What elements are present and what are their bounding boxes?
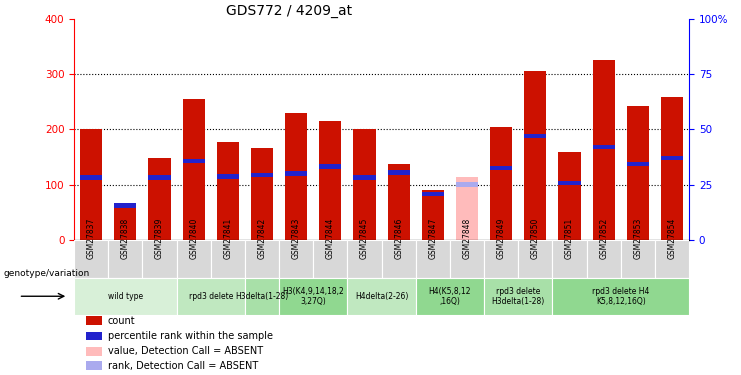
Text: genotype/variation: genotype/variation	[4, 269, 90, 278]
Bar	[245, 278, 279, 315]
Bar	[74, 278, 176, 315]
Bar	[484, 278, 553, 315]
Text: rpd3 delete: rpd3 delete	[189, 292, 233, 301]
Bar	[108, 240, 142, 278]
Bar	[559, 181, 581, 185]
Bar	[388, 164, 410, 240]
Text: wild type: wild type	[107, 292, 143, 301]
Bar	[627, 162, 649, 166]
Bar	[587, 240, 621, 278]
Bar	[484, 240, 518, 278]
Bar	[525, 71, 546, 240]
Bar	[525, 134, 546, 138]
Text: GSM27839: GSM27839	[155, 217, 164, 259]
Bar	[80, 175, 102, 180]
Bar	[114, 207, 136, 240]
Bar	[245, 240, 279, 278]
Text: GSM27851: GSM27851	[565, 217, 574, 259]
Bar	[148, 175, 170, 180]
Text: H4(K5,8,12
,16Q): H4(K5,8,12 ,16Q)	[429, 286, 471, 306]
Bar	[319, 121, 342, 240]
Bar	[319, 164, 342, 169]
Bar	[176, 278, 245, 315]
Text: GSM27845: GSM27845	[360, 217, 369, 259]
Bar	[553, 278, 689, 315]
Bar	[182, 99, 205, 240]
Bar	[251, 148, 273, 240]
Bar	[285, 171, 308, 176]
Title: GDS772 / 4209_at: GDS772 / 4209_at	[226, 4, 353, 18]
Bar	[353, 129, 376, 240]
Bar	[217, 174, 239, 178]
Text: GSM27848: GSM27848	[462, 217, 471, 259]
Text: percentile rank within the sample: percentile rank within the sample	[108, 331, 273, 341]
Bar	[210, 240, 245, 278]
Bar	[353, 175, 376, 180]
Bar	[490, 166, 512, 170]
Bar	[388, 170, 410, 175]
Text: GSM27840: GSM27840	[189, 217, 198, 259]
Bar	[627, 106, 649, 240]
Bar	[518, 240, 553, 278]
Text: GSM27849: GSM27849	[496, 217, 505, 259]
Bar	[553, 240, 587, 278]
Bar	[621, 240, 655, 278]
Text: GSM27854: GSM27854	[668, 217, 677, 259]
Bar	[251, 172, 273, 177]
Bar	[655, 240, 689, 278]
Bar	[313, 240, 348, 278]
Bar	[114, 204, 136, 208]
Bar	[148, 158, 170, 240]
Bar	[217, 141, 239, 240]
Text: rank, Detection Call = ABSENT: rank, Detection Call = ABSENT	[108, 361, 258, 371]
Bar	[456, 183, 478, 187]
Bar	[661, 97, 683, 240]
Bar	[285, 113, 308, 240]
Bar	[80, 129, 102, 240]
Bar	[74, 240, 108, 278]
Bar	[279, 240, 313, 278]
Bar	[456, 177, 478, 240]
Text: GSM27853: GSM27853	[634, 217, 642, 259]
Text: H3delta(1-28): H3delta(1-28)	[236, 292, 289, 301]
Bar	[422, 192, 444, 196]
Text: H3(K4,9,14,18,2
3,27Q): H3(K4,9,14,18,2 3,27Q)	[282, 286, 344, 306]
Bar	[593, 60, 615, 240]
Bar	[422, 190, 444, 240]
Bar	[348, 278, 416, 315]
Bar	[142, 240, 176, 278]
Bar	[182, 159, 205, 163]
Text: GSM27838: GSM27838	[121, 217, 130, 259]
Text: rpd3 delete
H3delta(1-28): rpd3 delete H3delta(1-28)	[492, 286, 545, 306]
Text: GSM27847: GSM27847	[428, 217, 437, 259]
Bar	[416, 278, 484, 315]
Bar	[87, 362, 102, 370]
Text: GSM27842: GSM27842	[258, 217, 267, 259]
Bar	[593, 145, 615, 149]
Bar	[176, 240, 210, 278]
Text: GSM27844: GSM27844	[326, 217, 335, 259]
Text: GSM27843: GSM27843	[292, 217, 301, 259]
Text: GSM27852: GSM27852	[599, 217, 608, 259]
Text: GSM27841: GSM27841	[223, 217, 233, 259]
Bar	[559, 152, 581, 240]
Bar	[450, 240, 484, 278]
Bar	[87, 347, 102, 355]
Bar	[490, 127, 512, 240]
Bar	[416, 240, 450, 278]
Text: count: count	[108, 316, 136, 326]
Text: GSM27846: GSM27846	[394, 217, 403, 259]
Bar	[279, 278, 348, 315]
Text: GSM27850: GSM27850	[531, 217, 540, 259]
Text: GSM27837: GSM27837	[87, 217, 96, 259]
Text: value, Detection Call = ABSENT: value, Detection Call = ABSENT	[108, 346, 263, 356]
Bar	[382, 240, 416, 278]
Text: H4delta(2-26): H4delta(2-26)	[355, 292, 408, 301]
Bar	[661, 156, 683, 160]
Text: rpd3 delete H4
K5,8,12,16Q): rpd3 delete H4 K5,8,12,16Q)	[592, 286, 649, 306]
Bar	[87, 316, 102, 325]
Bar	[348, 240, 382, 278]
Bar	[87, 332, 102, 340]
